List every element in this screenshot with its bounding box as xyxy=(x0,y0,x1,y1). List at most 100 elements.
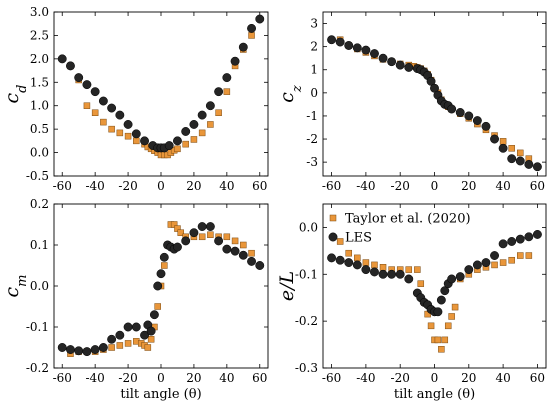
data-point-square xyxy=(108,344,115,351)
x-tick-label: -20 xyxy=(118,179,137,193)
data-point-circle xyxy=(464,111,474,121)
data-point-square xyxy=(441,336,449,344)
x-tick-label: -40 xyxy=(85,371,104,385)
x-tick-label: 60 xyxy=(530,179,545,193)
data-point-circle xyxy=(57,343,67,352)
data-point-circle xyxy=(107,334,117,344)
series-taylor xyxy=(336,36,533,162)
data-point-square xyxy=(182,140,189,148)
data-point-circle xyxy=(222,244,232,254)
series-taylor xyxy=(67,221,255,357)
data-point-circle xyxy=(498,143,508,153)
data-point-circle xyxy=(532,230,542,239)
data-point-square xyxy=(198,129,206,137)
data-point-circle xyxy=(159,252,169,262)
series-les xyxy=(57,222,265,357)
y-tick-label: -0.1 xyxy=(295,267,318,281)
y-tick-label: 1 xyxy=(310,63,318,77)
data-point-square xyxy=(177,229,185,236)
data-point-circle xyxy=(472,260,482,270)
data-point-square xyxy=(499,259,507,266)
data-point-square xyxy=(362,259,370,266)
data-point-circle xyxy=(98,96,108,106)
data-point-circle xyxy=(173,242,182,252)
data-point-circle xyxy=(335,255,345,265)
data-point-circle xyxy=(131,129,141,139)
data-point-circle xyxy=(153,281,163,291)
data-point-square xyxy=(215,109,222,116)
data-point-circle xyxy=(57,54,67,64)
x-tick-label: 40 xyxy=(219,371,234,385)
data-point-circle xyxy=(197,222,207,232)
x-tick-label: -60 xyxy=(322,179,341,193)
data-point-circle xyxy=(490,134,499,144)
data-point-square xyxy=(434,336,442,344)
x-tick-label: -20 xyxy=(391,179,410,193)
data-point-square xyxy=(517,149,524,157)
x-tick-label: 40 xyxy=(495,179,510,193)
data-point-circle xyxy=(370,267,379,277)
data-point-square xyxy=(198,233,206,241)
data-point-square xyxy=(491,261,498,269)
data-point-square xyxy=(124,132,132,140)
data-point-circle xyxy=(524,160,534,169)
chart-panel-bottom-right: -60 -40 -20 0 20 40 60 -0.3 -0.2 -0.1 0.0 e/L tilt a… xyxy=(276,203,547,402)
legend-marker-circle xyxy=(328,232,338,242)
legend-marker-square xyxy=(329,214,337,222)
x-tick-label: 0 xyxy=(431,371,439,385)
data-point-circle xyxy=(82,80,92,90)
x-tick-label: 0 xyxy=(157,371,165,385)
y-tick-label: 0.2 xyxy=(30,197,49,211)
data-point-circle xyxy=(335,37,345,47)
data-point-circle xyxy=(361,45,371,55)
legend-label: Taylor et al. (2020) xyxy=(345,212,471,227)
y-tick-label: -0.1 xyxy=(26,320,49,334)
data-point-circle xyxy=(344,258,354,268)
x-tick-label: 60 xyxy=(252,179,267,193)
data-point-square xyxy=(144,344,152,351)
y-axis-label: cm xyxy=(1,275,30,298)
data-point-circle xyxy=(490,251,499,260)
data-point-circle xyxy=(140,136,149,146)
data-point-square xyxy=(417,280,425,287)
data-point-circle xyxy=(515,156,525,166)
x-tick-label: -60 xyxy=(322,371,341,385)
data-point-square xyxy=(336,238,344,245)
data-point-circle xyxy=(455,108,465,117)
y-tick-label: 0.5 xyxy=(30,122,49,136)
x-tick-label: -60 xyxy=(53,371,72,385)
data-point-square xyxy=(83,102,91,109)
x-axis-label: tilt angle (θ) xyxy=(394,387,475,402)
y-tick-label: -0.3 xyxy=(295,361,318,375)
x-tick-label: 40 xyxy=(219,179,234,193)
data-point-circle xyxy=(247,256,256,266)
data-point-circle xyxy=(387,57,397,67)
data-point-circle xyxy=(222,73,232,83)
y-tick-label: 0.1 xyxy=(30,238,49,252)
data-point-square xyxy=(448,313,455,320)
x-tick-label: -60 xyxy=(53,179,72,193)
data-point-square xyxy=(354,254,361,262)
data-point-circle xyxy=(481,258,491,268)
data-point-square xyxy=(207,121,214,128)
x-tick-label: 60 xyxy=(530,371,545,385)
data-point-circle xyxy=(74,346,84,356)
data-point-circle xyxy=(164,141,174,150)
y-axis-label: cz xyxy=(276,85,305,103)
data-point-circle xyxy=(404,274,414,284)
x-tick-label: 0 xyxy=(157,179,165,193)
data-point-circle xyxy=(149,310,159,320)
data-point-circle xyxy=(481,121,491,131)
data-point-circle xyxy=(532,162,542,172)
chart-panel-top-left: -60 -40 -20 0 20 40 60 -0.5 0.0 0.5 1.0 1.5 2.0 2.5 3.… xyxy=(1,5,269,193)
data-point-square xyxy=(405,266,413,273)
data-point-square xyxy=(508,145,515,152)
series-les xyxy=(57,14,265,153)
data-point-square xyxy=(499,138,507,145)
legend: Taylor et al. (2020) LES xyxy=(328,212,471,246)
data-point-circle xyxy=(515,234,525,244)
data-point-square xyxy=(161,262,168,269)
data-point-circle xyxy=(247,23,256,33)
data-point-circle xyxy=(436,295,446,305)
